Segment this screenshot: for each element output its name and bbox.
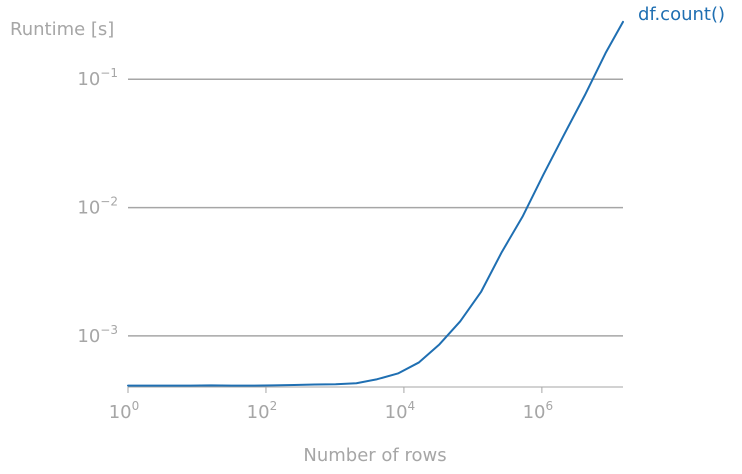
x-axis xyxy=(127,386,623,393)
x-tick-label: 102 xyxy=(247,399,278,423)
x-tick-label: 104 xyxy=(385,399,416,423)
y-tick-label: 10−3 xyxy=(77,323,118,347)
x-axis-label: Number of rows xyxy=(303,445,446,466)
x-tick-label: 100 xyxy=(109,399,140,423)
x-tick-label: 106 xyxy=(523,399,554,423)
series-line xyxy=(127,20,624,387)
series-label: df.count() xyxy=(638,4,725,25)
series-lines xyxy=(127,20,624,387)
tick-labels: 10−3 10−2 10−1 100 102 104 106 xyxy=(77,66,553,423)
y-tick-label: 10−1 xyxy=(77,66,118,90)
series-labels: df.count() xyxy=(638,4,725,25)
y-axis-label: Runtime [s] xyxy=(10,19,114,40)
y-tick-label: 10−2 xyxy=(77,195,118,219)
gridlines xyxy=(128,78,623,337)
